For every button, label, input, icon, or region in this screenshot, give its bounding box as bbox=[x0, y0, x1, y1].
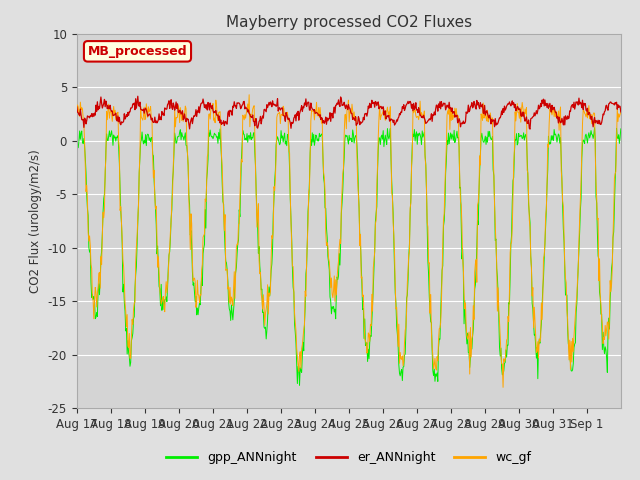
Legend: gpp_ANNnight, er_ANNnight, wc_gf: gpp_ANNnight, er_ANNnight, wc_gf bbox=[161, 446, 536, 469]
Y-axis label: CO2 Flux (urology/m2/s): CO2 Flux (urology/m2/s) bbox=[29, 149, 42, 293]
Text: MB_processed: MB_processed bbox=[88, 45, 188, 58]
Title: Mayberry processed CO2 Fluxes: Mayberry processed CO2 Fluxes bbox=[226, 15, 472, 30]
